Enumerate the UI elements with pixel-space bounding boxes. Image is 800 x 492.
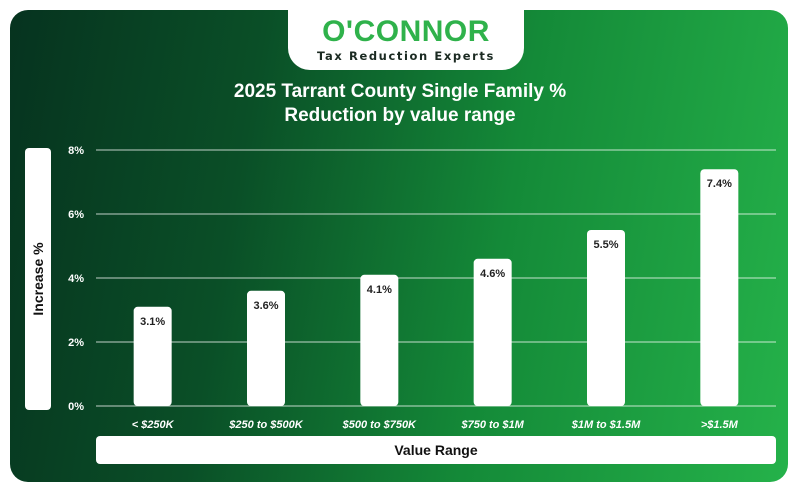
logo: O'CONNOR Tax Reduction Experts [288, 10, 524, 70]
y-tick-label: 6% [68, 209, 84, 221]
x-axis-label-panel [96, 436, 776, 464]
bar [133, 306, 172, 406]
x-axis-label: Value Range [394, 442, 478, 458]
data-label: 3.6% [253, 300, 278, 312]
logo-tagline: Tax Reduction Experts [317, 49, 495, 63]
y-tick-label: 8% [68, 145, 84, 157]
data-label: 4.6% [480, 268, 505, 280]
bar [700, 169, 739, 406]
bar [473, 258, 512, 406]
x-tick-label: $250 to $500K [228, 419, 303, 431]
chart-title: 2025 Tarrant County Single Family % Redu… [0, 80, 800, 128]
chart-title-line-1: 2025 Tarrant County Single Family % [233, 81, 567, 102]
y-axis-label-panel [25, 148, 51, 410]
bar [360, 274, 399, 406]
data-label: 3.1% [140, 316, 165, 328]
data-label: 7.4% [707, 178, 732, 190]
data-label: 4.1% [367, 284, 392, 296]
data-label: 5.5% [593, 239, 618, 251]
y-tick-label: 2% [68, 337, 84, 349]
x-tick-label: $750 to $1M [460, 419, 524, 431]
x-tick-label: $1M to $1.5M [571, 419, 641, 431]
chart-title-line-2: Reduction by value range [284, 105, 516, 126]
x-tick-label: >$1.5M [701, 419, 739, 431]
bar [247, 290, 285, 406]
x-tick-label: < $250K [132, 419, 175, 431]
y-tick-label: 4% [68, 273, 84, 285]
logo-wordmark: O'CONNOR [322, 15, 490, 48]
x-tick-label: $500 to $750K [342, 419, 417, 431]
y-tick-label: 0% [68, 401, 84, 413]
bar [587, 230, 625, 406]
